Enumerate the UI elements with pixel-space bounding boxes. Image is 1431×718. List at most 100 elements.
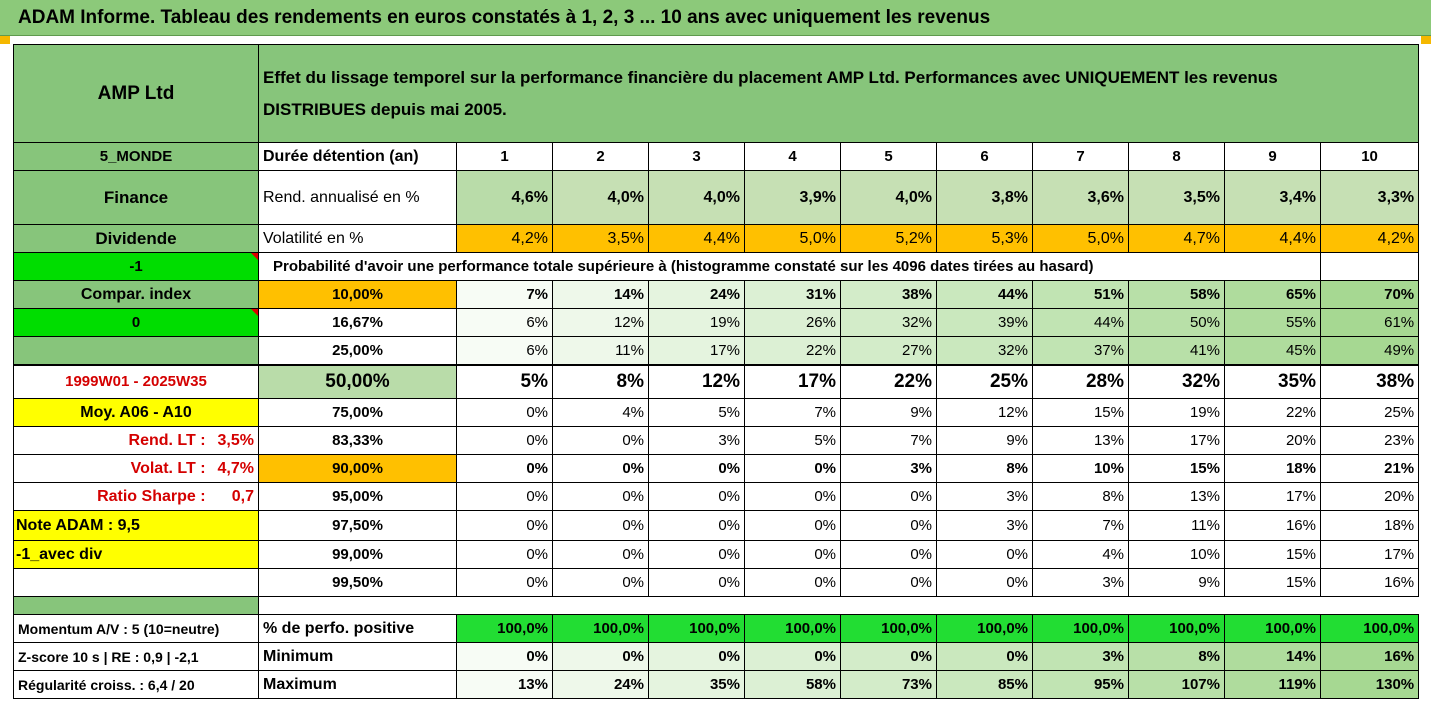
minimum-cell: 3% bbox=[1032, 642, 1129, 671]
probability-cell: 0% bbox=[648, 568, 745, 597]
probability-cell: 0% bbox=[456, 398, 553, 427]
probability-cell: 0% bbox=[456, 426, 553, 455]
volatility-cell: 5,3% bbox=[936, 224, 1033, 253]
positive-perf-cell: 100,0% bbox=[552, 614, 649, 643]
probability-cell: 5% bbox=[648, 398, 745, 427]
probability-cell: 0% bbox=[648, 454, 745, 483]
volatility-label: Volatilité en % bbox=[258, 224, 457, 253]
corner-marker-left bbox=[0, 36, 10, 44]
maximum-cell: 119% bbox=[1224, 670, 1321, 699]
return-cell: 4,0% bbox=[552, 170, 649, 225]
volatility-cell: 4,2% bbox=[456, 224, 553, 253]
probability-cell: 24% bbox=[648, 280, 745, 309]
year-header: 8 bbox=[1128, 142, 1225, 171]
probability-cell: 0% bbox=[456, 482, 553, 511]
probability-cell: 65% bbox=[1224, 280, 1321, 309]
sharpe-ratio-value: 0,7 bbox=[231, 487, 254, 505]
probability-cell: 19% bbox=[1128, 398, 1225, 427]
probability-cell: 32% bbox=[936, 336, 1033, 365]
spacer-cell bbox=[13, 336, 259, 365]
probability-cell: 23% bbox=[1319, 426, 1420, 455]
probability-cell: 15% bbox=[1032, 398, 1129, 427]
minimum-cell: 0% bbox=[840, 642, 937, 671]
long-term-volatility-value: 4,7% bbox=[217, 459, 254, 477]
year-header: 3 bbox=[648, 142, 745, 171]
volatility-cell: 4,7% bbox=[1128, 224, 1225, 253]
probability-cell: 3% bbox=[936, 482, 1033, 511]
moy-label: Moy. A06 - A10 bbox=[13, 398, 259, 427]
adam-score: Note ADAM : 9,5 bbox=[13, 510, 259, 541]
probability-cell: 0% bbox=[552, 454, 649, 483]
probability-cell: 0% bbox=[552, 568, 649, 597]
probability-cell: 44% bbox=[1032, 308, 1129, 337]
probability-cell: 17% bbox=[648, 336, 745, 365]
threshold-cell: 99,50% bbox=[258, 568, 457, 597]
probability-cell: 7% bbox=[840, 426, 937, 455]
probability-cell: 22% bbox=[840, 364, 937, 399]
return-cell: 4,0% bbox=[648, 170, 745, 225]
probability-cell: 0% bbox=[840, 510, 937, 541]
probability-cell: 0% bbox=[840, 482, 937, 511]
probability-cell: 41% bbox=[1128, 336, 1225, 365]
probability-cell: 32% bbox=[840, 308, 937, 337]
minimum-cell: 14% bbox=[1224, 642, 1321, 671]
probability-cell: 0% bbox=[744, 454, 841, 483]
probability-cell: 32% bbox=[1128, 364, 1225, 399]
probability-cell: 17% bbox=[1224, 482, 1321, 511]
threshold-cell: 50,00% bbox=[258, 364, 457, 399]
probability-cell: 70% bbox=[1319, 280, 1420, 309]
probability-cell: 51% bbox=[1032, 280, 1129, 309]
sector-label: Finance bbox=[13, 170, 259, 225]
minimum-label: Minimum bbox=[258, 642, 457, 671]
probability-cell: 17% bbox=[1128, 426, 1225, 455]
threshold-cell: 10,00% bbox=[258, 280, 457, 309]
probability-cell: 12% bbox=[648, 364, 745, 399]
probability-cell: 31% bbox=[744, 280, 841, 309]
positive-perf-cell: 100,0% bbox=[456, 614, 553, 643]
probability-cell: 20% bbox=[1224, 426, 1321, 455]
probability-cell: 50% bbox=[1128, 308, 1225, 337]
probability-cell: 17% bbox=[1319, 540, 1420, 569]
regularity-label: Régularité croiss. : 6,4 / 20 bbox=[13, 670, 259, 699]
return-cell: 4,6% bbox=[456, 170, 553, 225]
zscore-label: Z-score 10 s | RE : 0,9 | -2,1 bbox=[13, 642, 259, 671]
probability-cell: 0% bbox=[552, 540, 649, 569]
volatility-cell: 5,0% bbox=[744, 224, 841, 253]
probability-cell: 18% bbox=[1319, 510, 1420, 541]
probability-cell: 49% bbox=[1319, 336, 1420, 365]
description-line-1: Effet du lissage temporel sur la perform… bbox=[263, 67, 1278, 87]
probability-cell: 0% bbox=[744, 482, 841, 511]
dividend-flag: -1_avec div bbox=[13, 540, 259, 569]
positive-perf-cell: 100,0% bbox=[1032, 614, 1129, 643]
probability-cell: 25% bbox=[936, 364, 1033, 399]
probability-cell: 0% bbox=[456, 540, 553, 569]
return-cell: 3,9% bbox=[744, 170, 841, 225]
probability-cell: 61% bbox=[1319, 308, 1420, 337]
long-term-volatility: Volat. LT : 4,7% bbox=[13, 454, 259, 483]
year-header: 9 bbox=[1224, 142, 1321, 171]
year-header: 4 bbox=[744, 142, 841, 171]
volatility-cell: 4,4% bbox=[1224, 224, 1321, 253]
probability-cell: 7% bbox=[456, 280, 553, 309]
minimum-cell: 0% bbox=[936, 642, 1033, 671]
positive-perf-cell: 100,0% bbox=[840, 614, 937, 643]
probability-cell: 5% bbox=[744, 426, 841, 455]
threshold-cell: 90,00% bbox=[258, 454, 457, 483]
probability-cell: 0% bbox=[552, 482, 649, 511]
year-header: 5 bbox=[840, 142, 937, 171]
return-cell: 3,6% bbox=[1032, 170, 1129, 225]
year-header: 6 bbox=[936, 142, 1033, 171]
probability-cell: 6% bbox=[456, 308, 553, 337]
probability-cell: 55% bbox=[1224, 308, 1321, 337]
gap-cell bbox=[13, 596, 259, 615]
probability-cell: 0% bbox=[552, 510, 649, 541]
maximum-cell: 107% bbox=[1128, 670, 1225, 699]
positive-perf-label: % de perfo. positive bbox=[258, 614, 457, 643]
probability-label: Probabilité d'avoir une performance tota… bbox=[258, 252, 1225, 281]
probability-cell: 0% bbox=[936, 540, 1033, 569]
probability-cell: 5% bbox=[456, 364, 553, 399]
maximum-cell: 13% bbox=[456, 670, 553, 699]
probability-cell: 3% bbox=[1032, 568, 1129, 597]
probability-cell: 8% bbox=[1032, 482, 1129, 511]
probability-cell: 11% bbox=[1128, 510, 1225, 541]
